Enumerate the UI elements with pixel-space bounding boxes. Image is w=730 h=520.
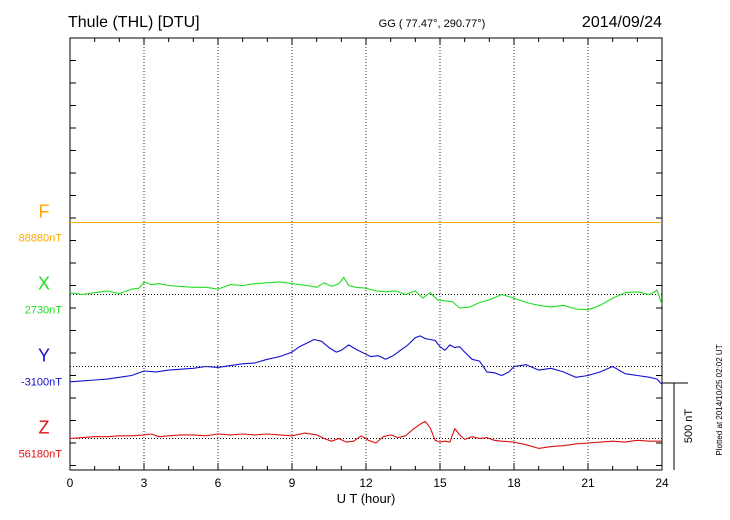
series-baseline-value-x: 2730nT <box>25 305 63 317</box>
x-tick-label-12: 12 <box>359 476 373 490</box>
scale-bar-label: 500 nT <box>683 409 695 444</box>
chart-title-date: 2014/09/24 <box>582 14 662 31</box>
x-tick-label-18: 18 <box>507 476 521 490</box>
series-baseline-value-z: 56180nT <box>19 449 63 461</box>
chart-title-coordinates: GG ( 77.47°, 290.77°) <box>379 18 486 30</box>
x-axis-label: U T (hour) <box>337 491 396 506</box>
x-tick-label-24: 24 <box>655 476 669 490</box>
series-name-x: X <box>38 274 50 294</box>
series-line-z <box>69 420 662 449</box>
x-tick-label-0: 0 <box>67 476 74 490</box>
axis-ticks <box>69 37 663 470</box>
x-tick-label-21: 21 <box>581 476 595 490</box>
series-baseline-value-y: -3100nT <box>21 377 62 389</box>
x-tick-label-3: 3 <box>141 476 148 490</box>
x-tick-label-15: 15 <box>433 476 447 490</box>
series-labels: F 88880nT X 2730nT Y -3100nT Z 56180nT <box>19 202 63 461</box>
series-baseline-value-f: 88880nT <box>19 233 63 245</box>
vertical-gridlines <box>143 38 589 470</box>
series-name-y: Y <box>38 346 50 366</box>
series-line-x <box>69 276 663 311</box>
scale-bar: 500 nT <box>662 382 695 470</box>
x-tick-label-9: 9 <box>289 476 296 490</box>
series-line-y <box>69 335 663 385</box>
x-tick-labels: 0 3 6 9 12 15 18 21 24 <box>67 476 669 490</box>
series-name-f: F <box>39 202 50 222</box>
plotted-timestamp: Plotted at 2014/10/25 02:02 UT <box>715 344 724 455</box>
x-tick-label-6: 6 <box>215 476 222 490</box>
series-lines <box>69 221 663 449</box>
series-name-z: Z <box>39 418 50 438</box>
chart-title-station: Thule (THL) [DTU] <box>68 14 200 31</box>
